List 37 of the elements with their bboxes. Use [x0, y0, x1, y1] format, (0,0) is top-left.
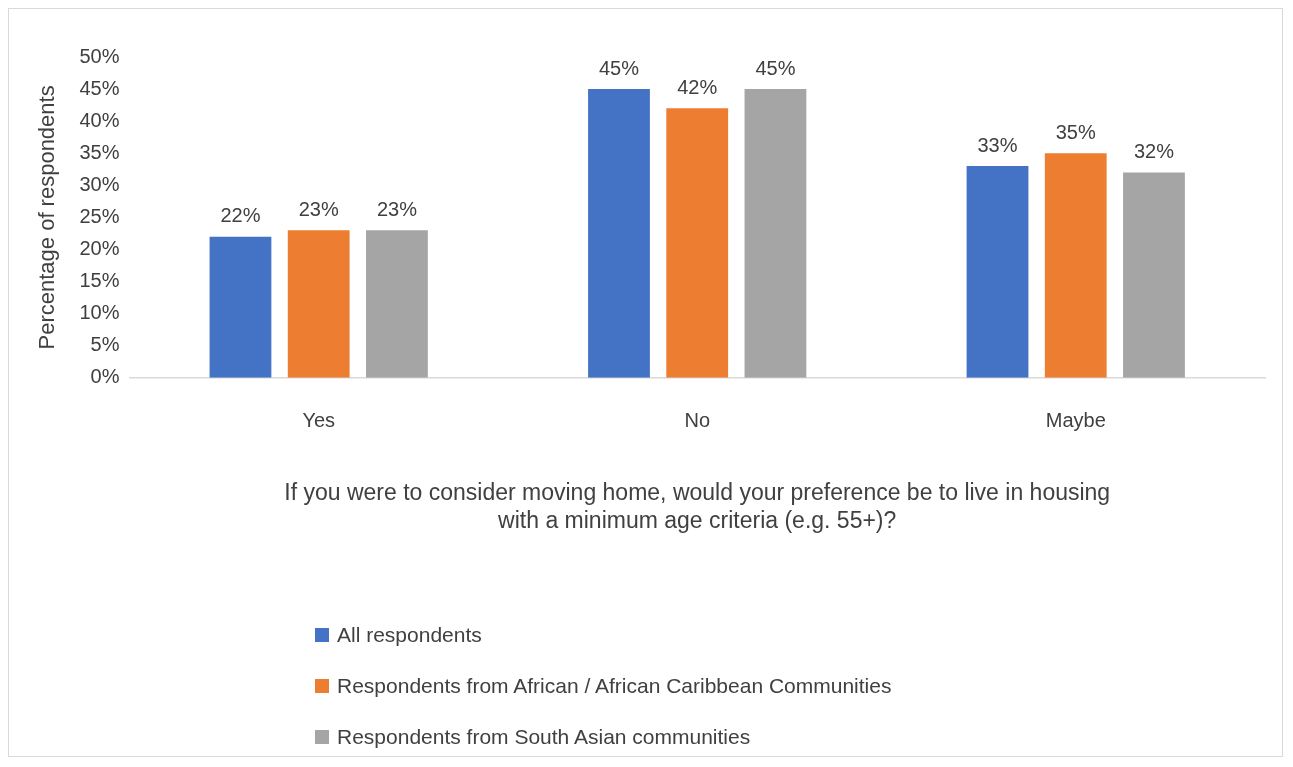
y-tick-label: 10%	[79, 301, 120, 324]
y-tick-label: 45%	[79, 76, 120, 99]
y-tick-label: 30%	[79, 172, 120, 195]
bar	[287, 230, 350, 378]
y-tick-label: 5%	[90, 333, 120, 356]
bar	[588, 89, 650, 378]
data-label: 23%	[376, 197, 418, 220]
bar	[1123, 172, 1185, 378]
y-tick-label: 15%	[79, 269, 120, 292]
bar	[744, 89, 807, 378]
x-axis-title: If you were to consider moving home, would your preference be to live in housing with a minimum age criteria (e.g. 55+)?	[284, 478, 1111, 533]
data-label: 45%	[755, 56, 796, 79]
legend-label: All respondents	[337, 622, 482, 647]
data-label: 32%	[1133, 140, 1175, 162]
data-label: 22%	[220, 204, 261, 227]
bar	[666, 108, 729, 378]
x-tick-label: Yes	[302, 409, 336, 432]
data-label: 35%	[1055, 120, 1096, 143]
data-label: 42%	[677, 75, 718, 98]
data-label: 45%	[598, 56, 640, 79]
data-label: 33%	[977, 133, 1018, 156]
bar	[966, 166, 1029, 378]
legend-label: Respondents from South Asian communities	[337, 724, 751, 749]
y-axis-title: Percentage of respondents	[34, 85, 60, 350]
legend-label: Respondents from African / African Caribbean Communities	[337, 673, 892, 698]
y-tick-label: 20%	[79, 237, 120, 259]
x-tick-label: Maybe	[1045, 409, 1106, 432]
bar	[209, 236, 272, 378]
x-tick-label: No	[684, 409, 710, 432]
y-tick-label: 35%	[79, 140, 120, 163]
y-tick-label: 25%	[79, 204, 120, 227]
bar	[1044, 153, 1107, 378]
y-tick-label: 50%	[79, 44, 120, 67]
y-tick-label: 40%	[79, 108, 120, 131]
y-tick-label: 0%	[90, 365, 120, 388]
bar	[366, 230, 428, 378]
data-label: 23%	[298, 197, 339, 220]
